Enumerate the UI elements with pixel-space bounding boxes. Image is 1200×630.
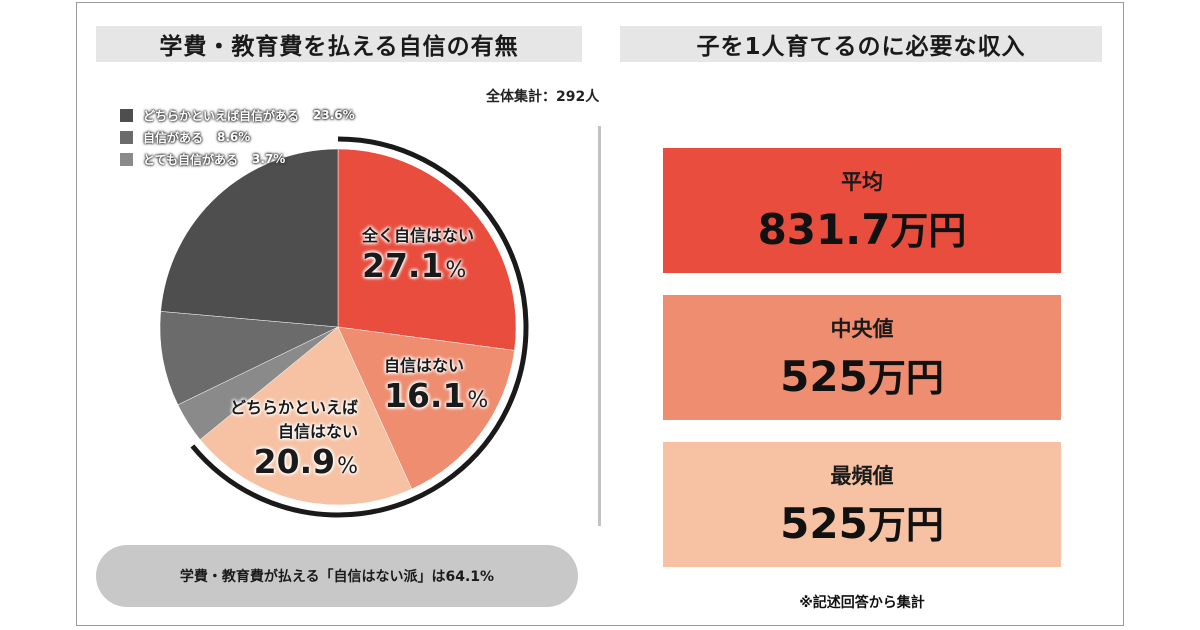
legend-item: 自信がある 8.6% xyxy=(120,126,355,148)
legend-value: 23.6% xyxy=(313,108,355,122)
slice-category-line2: 自信はない xyxy=(277,422,358,441)
slice-percent: 20.9% xyxy=(253,442,358,481)
legend-value: 3.7% xyxy=(252,152,286,166)
legend-label: どちらかといえば自信がある xyxy=(143,108,300,123)
slice-label-not-confident: 自信はない 16.1% xyxy=(384,352,488,415)
box-label: 平均 xyxy=(841,170,883,194)
slice-category-line1: どちらかといえば xyxy=(229,398,358,417)
pie-chart xyxy=(159,136,529,518)
slice-percent: 27.1% xyxy=(362,246,467,285)
pie-slice-confident xyxy=(159,311,339,406)
slice-category: 全く自信はない xyxy=(362,226,475,245)
box-label: 最頻値 xyxy=(830,464,894,488)
box-label: 中央値 xyxy=(830,317,894,341)
income-box-average: 平均 831.7万円 xyxy=(663,148,1061,273)
left-section-title: 学費・教育費を払える自信の有無 xyxy=(96,26,582,62)
summary-pill: 学費・教育費が払える「自信はない派」は64.1% xyxy=(96,545,578,607)
legend-item: とても自信がある 3.7% xyxy=(120,148,355,170)
slice-percent: 16.1% xyxy=(384,376,489,415)
slice-label-not-confident-at-all: 全く自信はない 27.1% xyxy=(362,222,474,285)
income-box-mode: 最頻値 525万円 xyxy=(663,442,1061,567)
box-value: 525万円 xyxy=(780,352,944,401)
pie-slice-not-confident xyxy=(337,326,515,490)
footnote: ※記述回答から集計 xyxy=(799,595,925,611)
right-section-title: 子を1人育てるのに必要な収入 xyxy=(620,26,1102,62)
pie-slice-not-confident-at-all xyxy=(337,148,517,351)
pie-slice-somewhat-confident xyxy=(160,148,339,328)
vertical-divider xyxy=(598,126,601,526)
income-box-median: 中央値 525万円 xyxy=(663,295,1061,420)
total-count: 全体集計：292人 xyxy=(486,89,600,105)
legend-swatch xyxy=(120,130,133,144)
legend-swatch xyxy=(120,152,133,166)
legend-item: どちらかといえば自信がある 23.6% xyxy=(120,104,355,126)
box-value: 525万円 xyxy=(780,499,944,548)
box-value: 831.7万円 xyxy=(757,205,967,254)
slice-category: 自信はない xyxy=(384,356,465,375)
legend-swatch xyxy=(120,108,133,122)
legend-label: 自信がある xyxy=(143,130,204,145)
pie-slice-somewhat-not-confident xyxy=(199,326,413,506)
pie-legend: どちらかといえば自信がある 23.6% 自信がある 8.6% とても自信がある … xyxy=(120,104,355,170)
pie-chart-area xyxy=(0,0,600,540)
not-confident-group-arc xyxy=(190,136,529,518)
legend-value: 8.6% xyxy=(217,130,251,144)
legend-label: とても自信がある xyxy=(143,152,239,167)
slice-label-somewhat-not-confident: どちらかといえば 自信はない 20.9% xyxy=(188,394,358,481)
